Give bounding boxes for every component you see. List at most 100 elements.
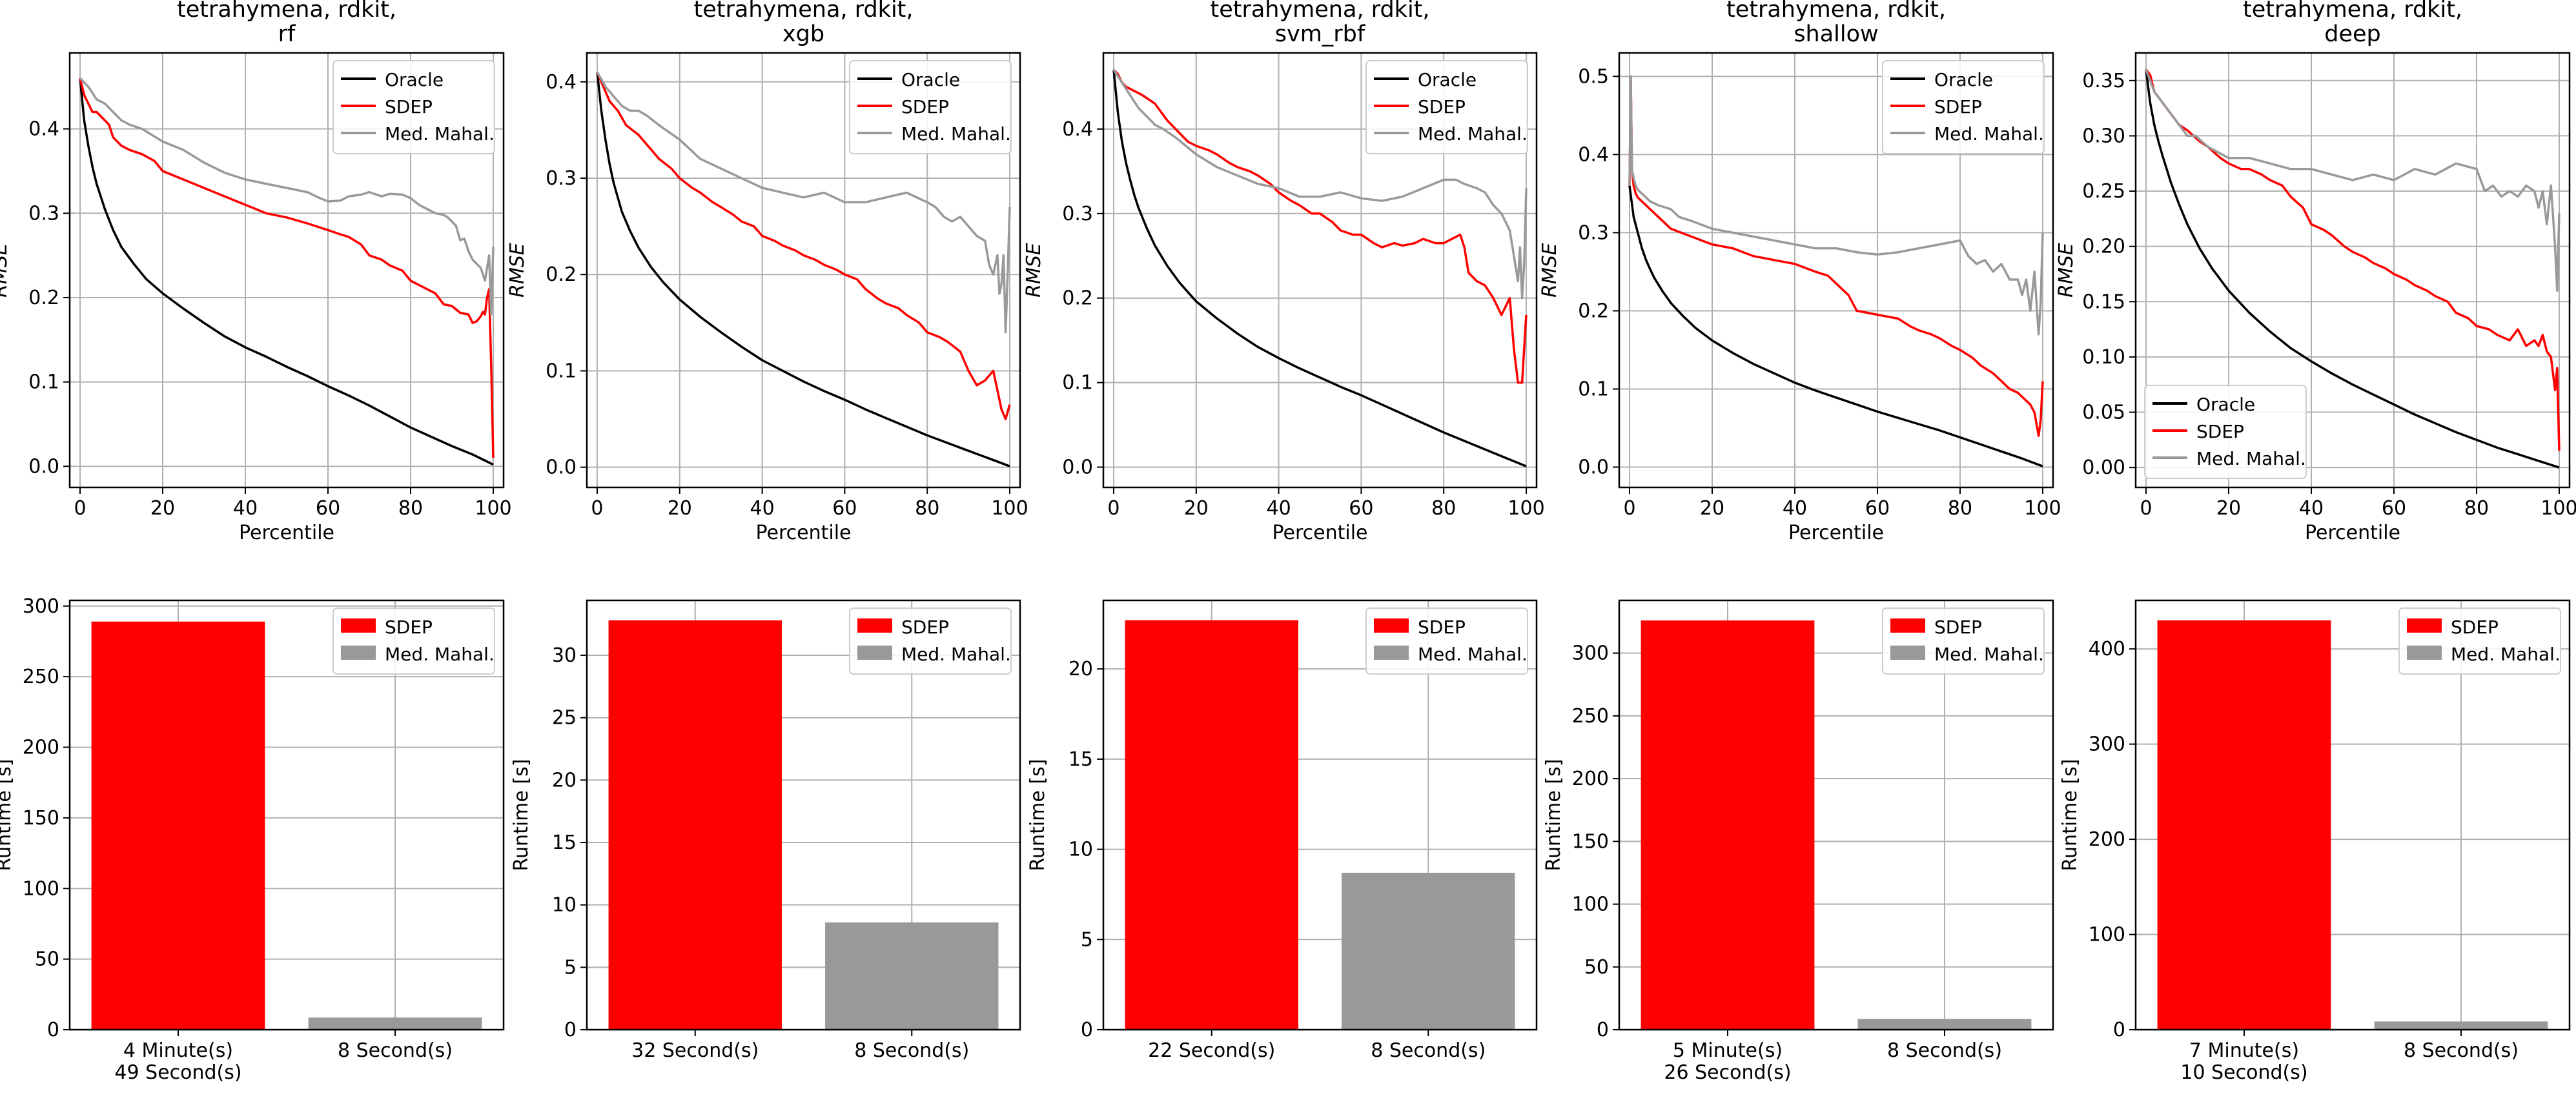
y-tick-label: 50 — [1584, 956, 1609, 979]
y-tick-label: 15 — [1068, 748, 1093, 771]
axes-frame — [1102, 599, 1538, 1031]
category-label: 10 Second(s) — [2180, 1061, 2307, 1084]
y-tick-label: 30 — [552, 644, 577, 667]
x-tick-label: 60 — [316, 497, 340, 520]
bar-med-mahal — [825, 922, 999, 1030]
bar-med-mahal — [2374, 1021, 2548, 1030]
series-line-sdep — [596, 72, 1011, 420]
y-tick-label: 200 — [1572, 768, 1609, 790]
y-tick-label: 150 — [23, 807, 59, 830]
y-tick-label: 0.2 — [546, 263, 577, 286]
chart-title: tetrahymena, rdkit, — [177, 0, 396, 23]
y-axis-label: Runtime [s] — [2059, 759, 2081, 872]
legend-swatch — [2407, 646, 2442, 660]
legend-label: SDEP — [901, 617, 949, 638]
chart-title: deep — [2324, 21, 2381, 47]
x-tick-label: 80 — [1431, 497, 1456, 520]
y-tick-label: 20 — [1068, 658, 1093, 680]
y-tick-label: 100 — [2089, 924, 2125, 946]
y-tick-label: 0.2 — [1062, 287, 1093, 310]
y-tick-label: 0.0 — [28, 455, 59, 478]
category-label: 49 Second(s) — [114, 1061, 241, 1084]
legend-swatch — [2407, 618, 2442, 633]
legend-label: Med. Mahal. — [1418, 123, 1528, 145]
y-axis-label: Runtime [s] — [1027, 759, 1049, 872]
series-line-sdep — [79, 77, 495, 458]
x-tick-label: 100 — [991, 497, 1028, 520]
y-tick-label: 25 — [552, 707, 577, 730]
y-tick-label: 0.20 — [2082, 236, 2125, 258]
category-label: 4 Minute(s) — [123, 1039, 233, 1062]
legend-box — [1882, 60, 2045, 154]
y-axis-label: RMSE — [2055, 243, 2078, 298]
legend-label: SDEP — [901, 96, 949, 117]
legend-label: SDEP — [1934, 96, 1982, 117]
series-line-med-mahal — [1112, 69, 1528, 300]
y-tick-label: 250 — [23, 666, 59, 688]
axes-frame — [1102, 52, 1538, 489]
legend-label: Med. Mahal. — [2196, 448, 2306, 469]
x-tick-label: 60 — [1349, 497, 1373, 520]
y-tick-label: 10 — [1068, 839, 1093, 861]
bar-med-mahal — [1857, 1019, 2032, 1030]
y-tick-label: 5 — [564, 956, 577, 979]
category-label: 8 Second(s) — [854, 1039, 969, 1062]
y-tick-label: 300 — [23, 595, 59, 618]
y-tick-label: 0.1 — [28, 371, 59, 394]
y-tick-label: 0 — [564, 1019, 577, 1041]
axes-frame — [68, 599, 505, 1031]
y-tick-label: 20 — [552, 769, 577, 791]
y-tick-label: 200 — [2089, 828, 2125, 851]
series-line-oracle — [2145, 69, 2560, 469]
legend-swatch — [341, 618, 376, 633]
chart-title: shallow — [1794, 21, 1878, 47]
category-label: 32 Second(s) — [631, 1039, 759, 1062]
x-tick-label: 60 — [832, 497, 857, 520]
series-line-med-mahal — [79, 77, 495, 316]
y-tick-label: 0.2 — [28, 287, 59, 309]
series-line-sdep — [1112, 68, 1528, 384]
legend-label: SDEP — [1418, 96, 1466, 117]
axes-frame — [1618, 52, 2054, 489]
axes-frame — [586, 52, 1021, 489]
legend-label: SDEP — [1934, 617, 1982, 638]
x-tick-label: 40 — [1783, 497, 1807, 520]
x-tick-label: 60 — [1865, 497, 1890, 520]
category-label: 8 Second(s) — [338, 1039, 453, 1062]
chart-title: xgb — [782, 21, 824, 47]
y-tick-label: 50 — [35, 948, 59, 971]
x-tick-label: 20 — [668, 497, 692, 520]
bar-med-mahal — [308, 1017, 482, 1030]
axes-frame — [2134, 599, 2571, 1031]
y-tick-label: 0.30 — [2082, 125, 2125, 147]
y-tick-label: 0 — [2113, 1019, 2125, 1041]
legend-label: SDEP — [385, 617, 433, 638]
y-tick-label: 250 — [1572, 705, 1609, 728]
x-tick-label: 40 — [233, 497, 258, 520]
series-line-med-mahal — [596, 71, 1011, 334]
y-tick-label: 0.4 — [28, 118, 59, 141]
legend-swatch — [857, 646, 892, 660]
x-tick-label: 80 — [2464, 497, 2489, 520]
y-tick-label: 0.35 — [2082, 70, 2125, 92]
bar-sdep — [608, 620, 782, 1030]
y-tick-label: 200 — [23, 737, 59, 759]
legend-label: Med. Mahal. — [1934, 123, 2044, 145]
legend-label: Oracle — [901, 69, 960, 90]
legend-label: Med. Mahal. — [385, 123, 495, 145]
legend-label: SDEP — [2451, 617, 2499, 638]
y-tick-label: 10 — [552, 894, 577, 917]
x-axis-label: Percentile — [2305, 522, 2400, 544]
y-tick-label: 15 — [552, 832, 577, 854]
category-label: 7 Minute(s) — [2189, 1039, 2299, 1062]
bar-sdep — [91, 621, 265, 1030]
legend-box — [849, 60, 1012, 154]
legend-label: Med. Mahal. — [1934, 644, 2044, 665]
bar-sdep — [1641, 620, 1815, 1030]
bar-sdep — [1125, 620, 1298, 1030]
y-tick-label: 400 — [2089, 638, 2125, 660]
y-axis-label: RMSE — [0, 243, 12, 298]
legend-swatch — [1374, 618, 1409, 633]
y-tick-label: 300 — [2089, 733, 2125, 756]
